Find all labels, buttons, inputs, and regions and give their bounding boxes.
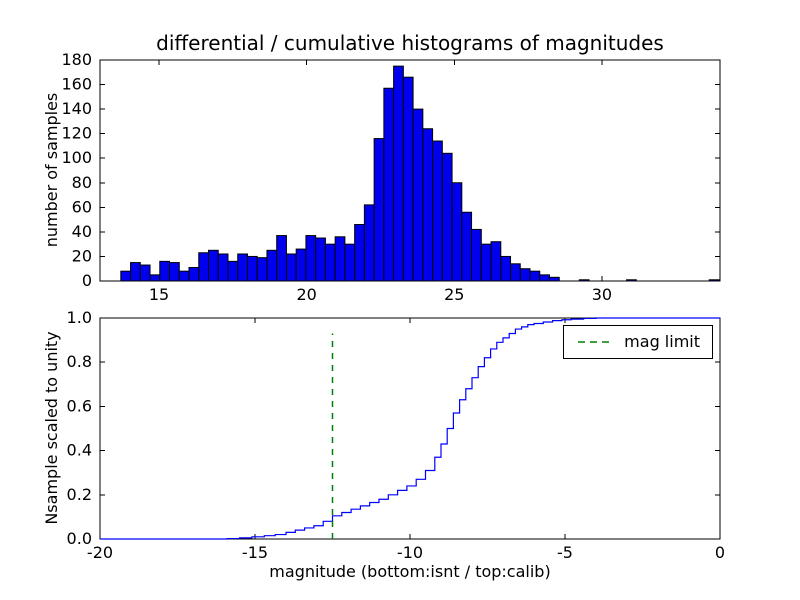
svg-text:180: 180 <box>61 50 92 69</box>
svg-text:20: 20 <box>296 285 316 304</box>
histogram-bars <box>120 65 720 282</box>
svg-text:0.2: 0.2 <box>67 485 92 504</box>
svg-text:0.4: 0.4 <box>67 441 92 460</box>
svg-text:80: 80 <box>72 173 92 192</box>
svg-text:60: 60 <box>72 197 92 216</box>
svg-text:20: 20 <box>72 246 92 265</box>
chart-title: differential / cumulative histograms of … <box>156 31 664 55</box>
svg-text:1.0: 1.0 <box>67 308 92 327</box>
svg-text:15: 15 <box>149 285 169 304</box>
svg-text:-20: -20 <box>87 543 113 562</box>
svg-text:30: 30 <box>592 285 612 304</box>
svg-text:140: 140 <box>61 99 92 118</box>
svg-text:160: 160 <box>61 75 92 94</box>
bottom-y-axis-label: Nsample scaled to unity <box>42 331 61 525</box>
svg-text:25: 25 <box>444 285 464 304</box>
svg-text:120: 120 <box>61 124 92 143</box>
cumulative-step-line <box>100 317 720 540</box>
svg-text:40: 40 <box>72 222 92 241</box>
svg-text:-10: -10 <box>397 543 423 562</box>
legend: mag limit <box>563 325 713 359</box>
svg-text:0: 0 <box>715 543 725 562</box>
svg-text:100: 100 <box>61 148 92 167</box>
svg-text:0.0: 0.0 <box>67 529 92 548</box>
svg-text:0: 0 <box>82 271 92 290</box>
legend-line-sample <box>578 341 613 343</box>
legend-label: mag limit <box>624 332 700 351</box>
svg-text:0.8: 0.8 <box>67 352 92 371</box>
x-axis-label: magnitude (bottom:isnt / top:calib) <box>269 562 551 581</box>
top-y-axis-label: number of samples <box>42 92 61 248</box>
svg-text:0.6: 0.6 <box>67 396 92 415</box>
svg-text:-5: -5 <box>557 543 573 562</box>
svg-text:-15: -15 <box>242 543 268 562</box>
